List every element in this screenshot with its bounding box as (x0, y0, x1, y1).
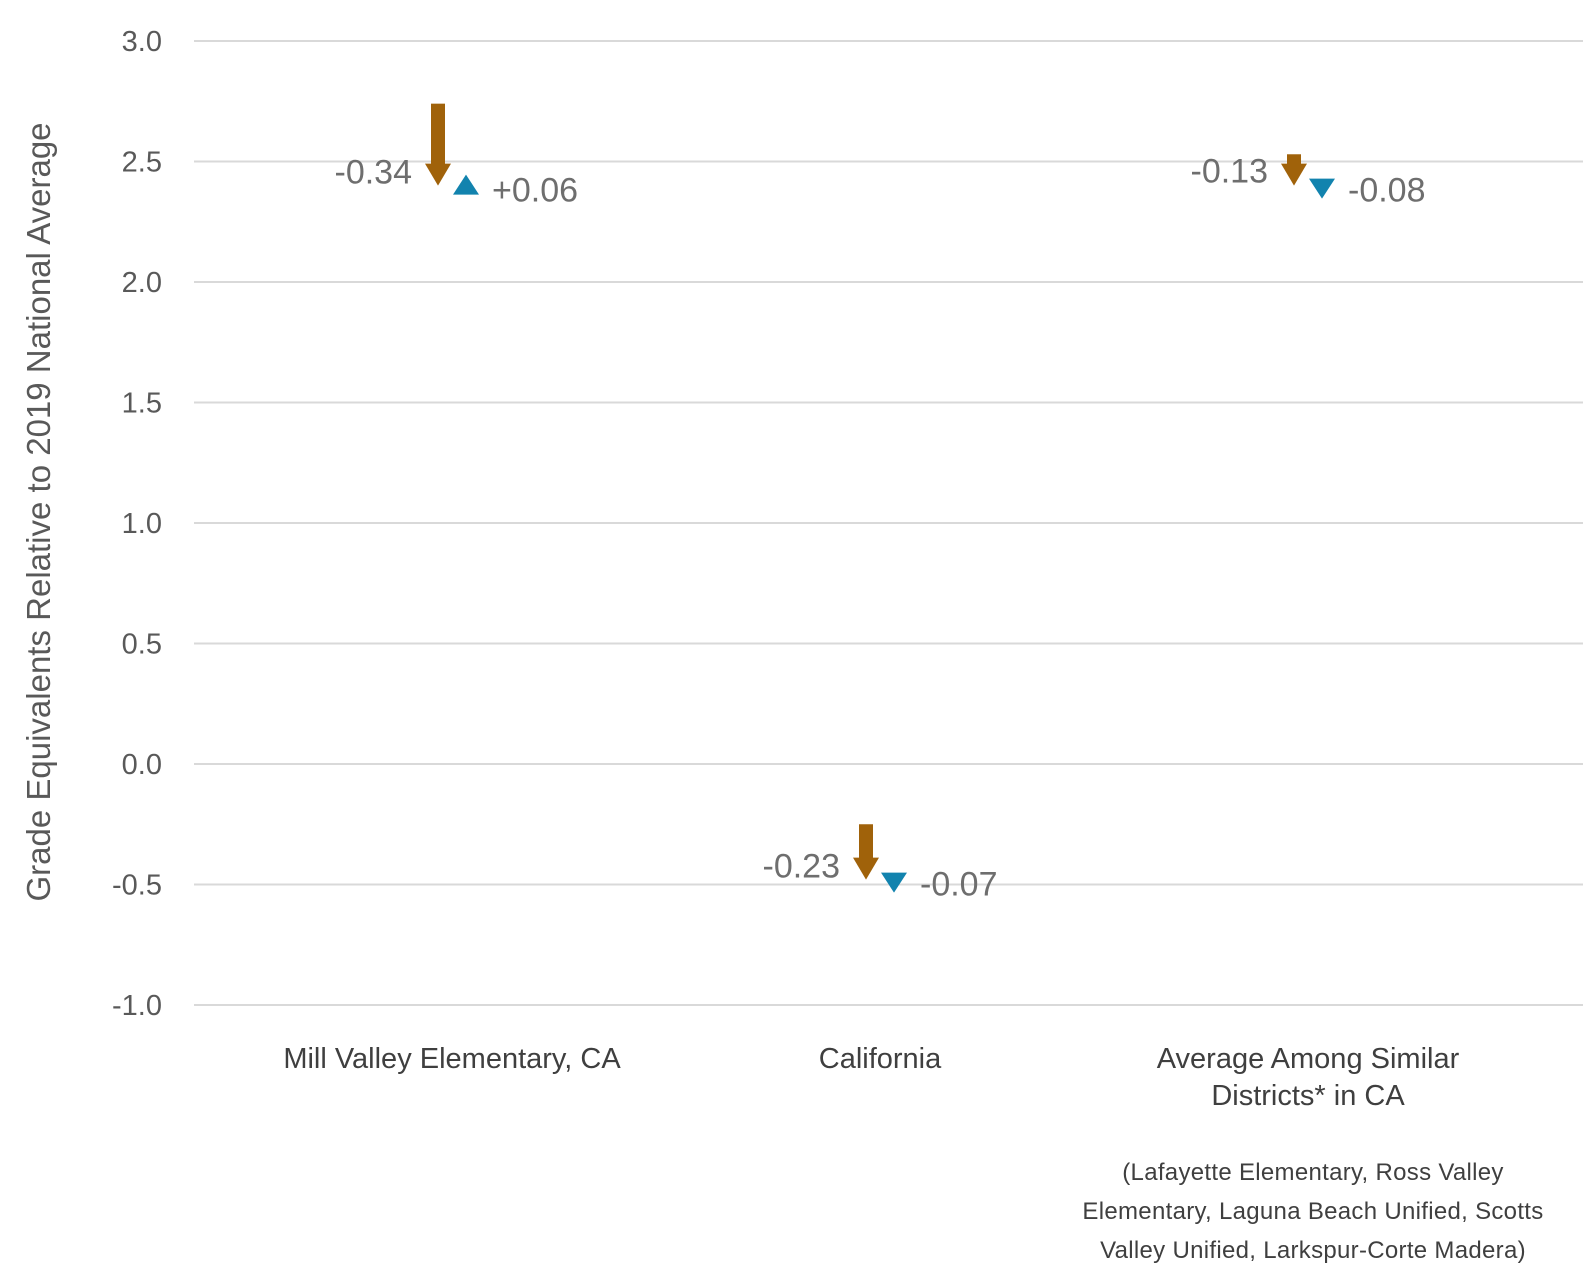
decline-arrow-shaft (1287, 154, 1301, 165)
change-a-label: -0.34 (335, 154, 413, 192)
change-b-triangle (881, 872, 907, 893)
decline-arrow-head (853, 857, 879, 880)
decline-arrow-head (425, 163, 451, 186)
y-tick-label: -1.0 (112, 990, 162, 1022)
y-tick-label: 0.0 (122, 749, 162, 781)
y-tick-label: 3.0 (122, 26, 162, 58)
y-tick-label: 1.5 (122, 388, 162, 420)
y-tick-label: 0.5 (122, 629, 162, 661)
category-label: Mill Valley Elementary, CA (283, 1043, 621, 1075)
gridlines (194, 40, 1583, 1006)
change-a-label: -0.13 (1191, 152, 1269, 190)
decline-arrow-shaft (431, 103, 445, 165)
change-b-label: -0.08 (1348, 172, 1426, 210)
footnote-line: Elementary, Laguna Beach Unified, Scotts (1082, 1198, 1543, 1225)
category-label: Districts* in CA (1211, 1080, 1405, 1112)
decline-arrow-shaft (859, 824, 873, 859)
y-tick-label: 2.5 (122, 147, 162, 179)
category-label: California (819, 1043, 942, 1075)
y-tick-label: 1.0 (122, 508, 162, 540)
data-marks: -0.34 +0.06 -0.23 -0.07 -0.13 -0.08 (335, 103, 1426, 904)
y-tick-label: 2.0 (122, 267, 162, 299)
change-b-label: +0.06 (492, 172, 578, 210)
y-axis-ticks: 3.0 2.5 2.0 1.5 1.0 0.5 0.0 -0.5 -1.0 (112, 26, 162, 1022)
category-label: Average Among Similar (1157, 1043, 1460, 1075)
footnote-line: Valley Unified, Larkspur-Corte Madera) (1100, 1237, 1526, 1264)
y-axis-title: Grade Equivalents Relative to 2019 Natio… (20, 122, 57, 901)
change-b-triangle (1309, 178, 1335, 199)
y-tick-label: -0.5 (112, 870, 162, 902)
change-a-label: -0.23 (763, 848, 841, 886)
footnote: (Lafayette Elementary, Ross Valley Elemen… (1082, 1159, 1543, 1264)
change-b-label: -0.07 (920, 866, 998, 904)
footnote-line: (Lafayette Elementary, Ross Valley (1122, 1159, 1503, 1186)
decline-arrow-head (1281, 163, 1307, 186)
change-b-triangle (453, 174, 479, 195)
category-labels: Mill Valley Elementary, CA California Aver… (283, 1043, 1459, 1112)
